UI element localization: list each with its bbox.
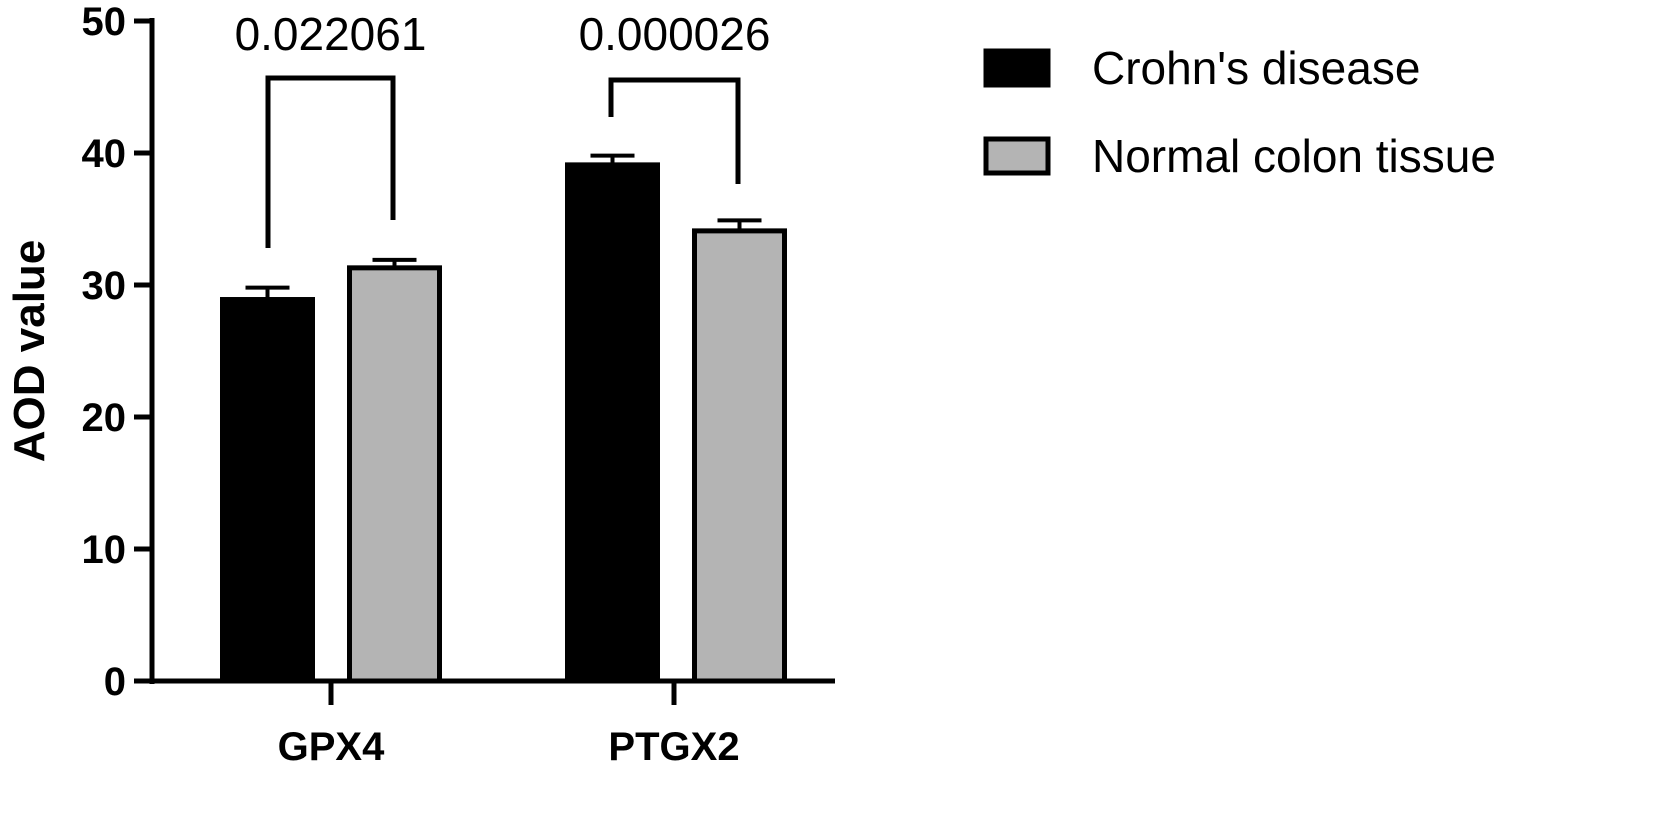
p-value-label-ptgx2: 0.000026 bbox=[579, 8, 771, 60]
y-tick-label-50: 50 bbox=[82, 0, 127, 44]
bars-layer bbox=[220, 162, 787, 684]
y-axis-title: AOD value bbox=[5, 240, 54, 463]
y-tick-label-0: 0 bbox=[104, 660, 126, 704]
legend: Crohn's disease Normal colon tissue bbox=[983, 42, 1496, 182]
legend-label-crohn-s-disease: Crohn's disease bbox=[1092, 42, 1420, 94]
legend-swatch-normal-colon-tissue bbox=[983, 136, 1051, 176]
bar-gpx4-crohn-s-disease bbox=[220, 297, 315, 684]
y-tick-label-30: 30 bbox=[82, 264, 127, 308]
significance-bracket-ptgx2 bbox=[608, 77, 741, 184]
p-value-label-gpx4: 0.022061 bbox=[235, 8, 427, 60]
bar-gpx4-normal-colon-tissue bbox=[347, 265, 442, 684]
axes-layer: 0 10 20 30 40 50 GPX4 PTGX2 AOD value bbox=[5, 0, 835, 769]
legend-label-normal-colon-tissue: Normal colon tissue bbox=[1092, 130, 1496, 182]
error-bars-layer bbox=[245, 153, 762, 300]
bar-ptgx2-normal-colon-tissue bbox=[692, 228, 787, 684]
y-tick-label-10: 10 bbox=[82, 528, 127, 572]
significance-bracket-gpx4 bbox=[265, 75, 396, 248]
significance-brackets-layer: 0.022061 0.000026 bbox=[235, 8, 771, 248]
y-tick-label-20: 20 bbox=[82, 396, 127, 440]
x-tick-label-gpx4: GPX4 bbox=[278, 725, 385, 769]
y-tick-label-40: 40 bbox=[82, 132, 127, 176]
x-tick-label-ptgx2: PTGX2 bbox=[608, 725, 739, 769]
legend-swatch-crohn-s-disease bbox=[983, 48, 1051, 88]
bar-ptgx2-crohn-s-disease bbox=[565, 162, 660, 684]
